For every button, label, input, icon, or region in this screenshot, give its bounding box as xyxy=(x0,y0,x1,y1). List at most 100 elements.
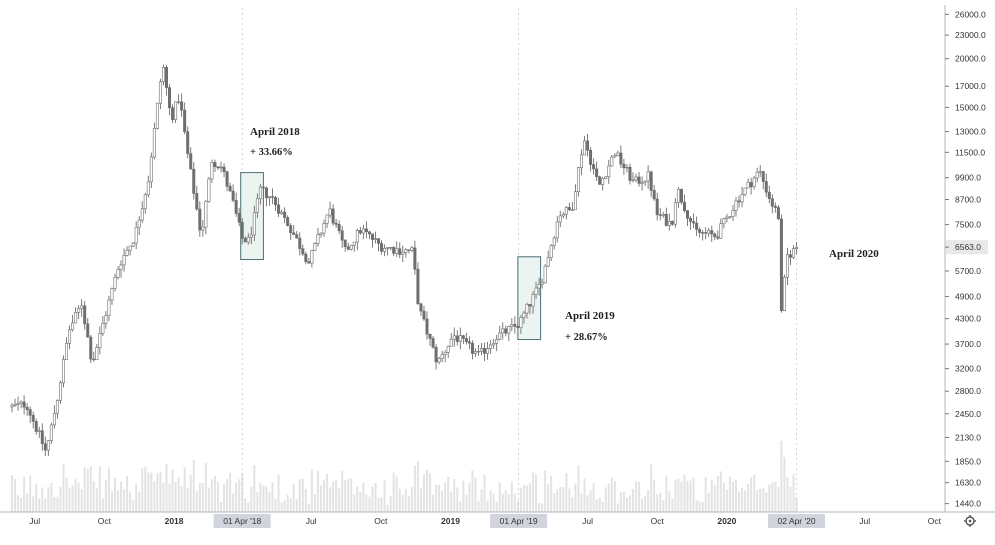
volume-bar xyxy=(401,495,404,512)
candle-body xyxy=(707,230,711,234)
y-tick-label: 3200.0 xyxy=(955,364,981,374)
volume-bar xyxy=(438,484,441,512)
candle-body xyxy=(274,197,278,206)
volume-bar xyxy=(504,490,507,512)
volume-bar xyxy=(26,493,29,512)
candle-body xyxy=(92,358,96,361)
candle-body xyxy=(325,214,329,224)
candle-body xyxy=(410,247,414,251)
volume-bar xyxy=(392,472,395,512)
candle-body xyxy=(489,344,493,349)
volume-bar xyxy=(307,503,310,512)
candle-body xyxy=(355,230,359,243)
volume-bar xyxy=(625,497,628,512)
volume-bar xyxy=(365,494,368,512)
volume-bar xyxy=(56,496,59,512)
candle-body xyxy=(364,228,368,233)
volume-bar xyxy=(156,473,159,512)
volume-bar xyxy=(304,489,307,512)
candle-body xyxy=(322,223,326,234)
volume-bar xyxy=(213,475,216,512)
candle-body xyxy=(271,196,275,198)
candle-body xyxy=(158,81,162,104)
candle-body xyxy=(646,171,650,182)
candle-body xyxy=(649,171,653,191)
candle-body xyxy=(195,193,199,210)
candle-body xyxy=(652,190,656,200)
volume-bar xyxy=(674,480,677,512)
volume-bar xyxy=(595,499,598,512)
candle-body xyxy=(249,234,253,238)
candle-body xyxy=(122,255,126,266)
volume-bar xyxy=(268,491,271,512)
volume-bar xyxy=(289,497,292,512)
x-tick-label: 01 Apr '19 xyxy=(500,516,538,526)
volume-bar xyxy=(650,464,653,512)
volume-bar xyxy=(613,481,616,512)
x-label-highlight xyxy=(490,514,548,528)
candle-body xyxy=(682,201,686,211)
volume-bar xyxy=(574,483,577,512)
candle-body xyxy=(146,181,150,196)
time-axis[interactable]: Jul Oct 2018 01 Apr '18 Jul Oct 2019 01 Apr '19… xyxy=(0,511,995,528)
volume-bar xyxy=(677,478,680,512)
volume-bar xyxy=(326,473,329,512)
y-tick-label: 7500.0 xyxy=(955,220,981,230)
volume-bar xyxy=(641,499,644,512)
candle-body xyxy=(504,328,508,334)
volume-bar xyxy=(450,491,453,512)
volume-bar xyxy=(150,472,153,512)
volume-bar xyxy=(759,488,762,512)
volume-bar xyxy=(171,469,174,512)
volume-bar xyxy=(528,483,531,512)
y-tick-label: 26000.0 xyxy=(955,9,986,19)
candle-body xyxy=(643,180,647,183)
candle-body xyxy=(316,234,320,244)
candle-body xyxy=(601,178,605,185)
candle-body xyxy=(704,232,708,234)
candle-body xyxy=(43,443,47,451)
volume-bar xyxy=(274,498,277,512)
candle-body xyxy=(301,248,305,255)
volume-bar xyxy=(410,487,413,512)
volume-bar xyxy=(771,482,774,512)
volume-bar xyxy=(783,456,786,512)
volume-bar xyxy=(50,482,53,512)
candle-body xyxy=(440,354,444,359)
candle-body xyxy=(425,318,429,335)
y-tick-label: 8700.0 xyxy=(955,194,981,204)
y-tick-label: 2800.0 xyxy=(955,386,981,396)
candle-body xyxy=(277,204,281,214)
volume-bar xyxy=(756,489,759,512)
volume-bar xyxy=(562,487,565,512)
x-label-highlight xyxy=(213,514,271,528)
candle-body xyxy=(228,185,232,192)
settings-gear-icon[interactable] xyxy=(964,515,976,527)
volume-bar xyxy=(680,481,683,512)
candle-body xyxy=(483,348,487,354)
volume-bar xyxy=(483,474,486,512)
volume-bar xyxy=(80,489,83,512)
candle-body xyxy=(113,277,117,289)
volume-bar xyxy=(456,487,459,512)
candle-body xyxy=(755,171,759,179)
volume-bar xyxy=(298,478,301,512)
volume-bar xyxy=(117,490,120,512)
volume-bar xyxy=(316,470,319,512)
x-tick-label: Oct xyxy=(651,516,665,526)
volume-bar xyxy=(132,500,135,512)
candle-body xyxy=(234,200,238,214)
volume-bar xyxy=(395,476,398,512)
volume-bar xyxy=(416,461,419,512)
candle-body xyxy=(695,222,699,230)
volume-bar xyxy=(734,479,737,512)
candle-body xyxy=(419,303,423,312)
candle-body xyxy=(579,154,583,168)
price-axis[interactable]: 26000.0 23000.0 20000.0 17000.0 15000.0 13000… xyxy=(944,5,988,512)
candle-body xyxy=(416,268,420,305)
volume-bar xyxy=(238,479,241,512)
candle-body xyxy=(537,283,541,289)
candle-body xyxy=(486,348,490,354)
